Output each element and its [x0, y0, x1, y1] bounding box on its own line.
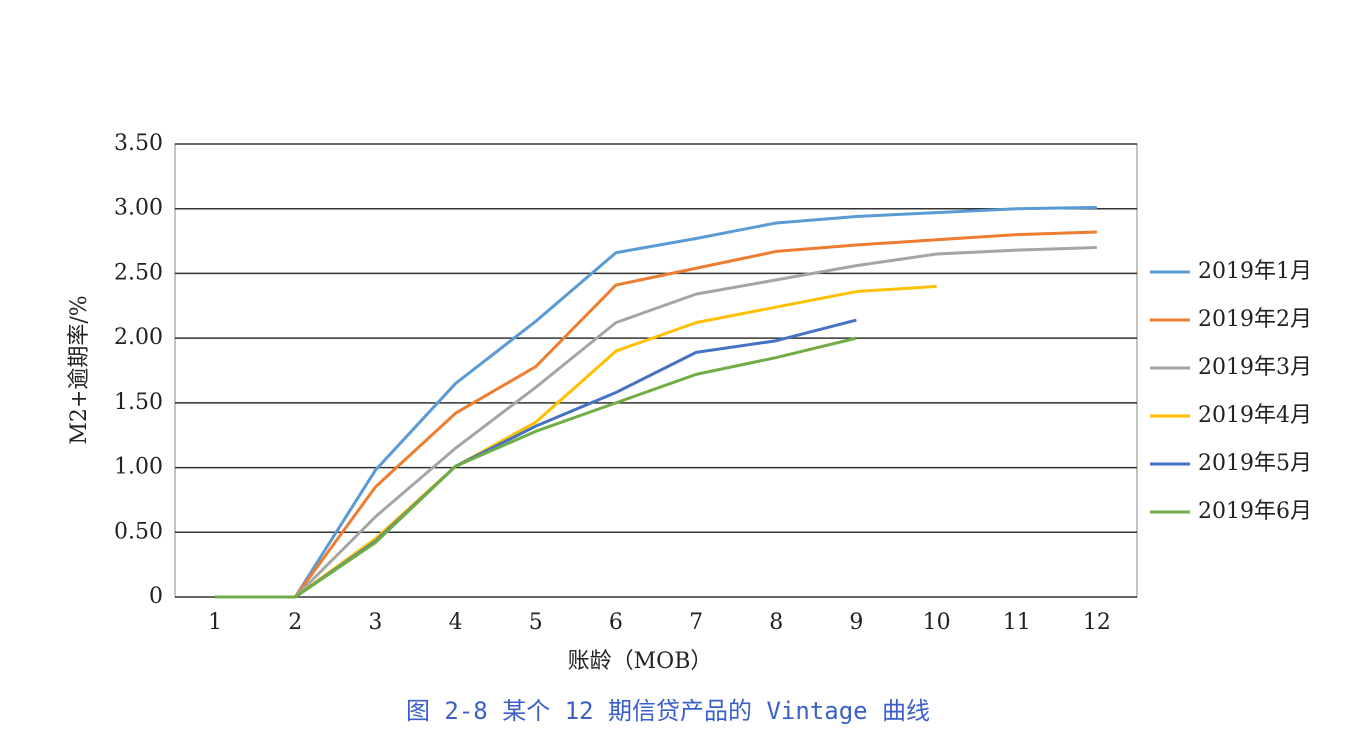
series-line — [215, 230, 1097, 599]
series-line — [215, 205, 1097, 599]
y-tick-label: 3.00 — [114, 196, 163, 221]
series-line — [215, 246, 1097, 599]
y-tick-label: 2.50 — [114, 260, 163, 285]
y-tick-label: 0.50 — [114, 519, 163, 544]
y-tick-label: 0 — [149, 584, 163, 609]
y-tick-label: 1.00 — [114, 455, 163, 480]
x-tick-label: 5 — [529, 610, 543, 635]
legend-label: 2019年6月 — [1198, 499, 1312, 524]
x-axis-label: 账龄（MOB） — [568, 649, 713, 674]
x-tick-label: 7 — [689, 610, 703, 635]
y-tick-label: 1.50 — [114, 390, 163, 415]
caption: 图 2-8 某个 12 期信贷产品的 Vintage 曲线 — [406, 697, 930, 725]
series-line — [215, 336, 857, 599]
x-tick-label: 1 — [208, 610, 222, 635]
y-tick-label: 2.00 — [114, 325, 163, 350]
x-tick-label: 3 — [368, 610, 382, 635]
y-axis-label: M2+逾期率/% — [67, 295, 92, 444]
legend-label: 2019年2月 — [1198, 307, 1312, 332]
plot-frame — [174, 143, 1138, 598]
legend-label: 2019年5月 — [1198, 451, 1312, 476]
legend-label: 2019年4月 — [1198, 403, 1312, 428]
legend-label: 2019年3月 — [1198, 355, 1312, 380]
x-tick-label: 2 — [288, 610, 302, 635]
x-tick-label: 10 — [923, 610, 951, 635]
x-tick-label: 12 — [1083, 610, 1111, 635]
legend-label: 2019年1月 — [1198, 259, 1312, 284]
x-tick-label: 11 — [1003, 610, 1031, 635]
x-tick-label: 4 — [449, 610, 463, 635]
x-tick-label: 6 — [609, 610, 623, 635]
x-tick-label: 8 — [769, 610, 783, 635]
x-tick-label: 9 — [849, 610, 863, 635]
y-tick-label: 3.50 — [114, 131, 163, 156]
